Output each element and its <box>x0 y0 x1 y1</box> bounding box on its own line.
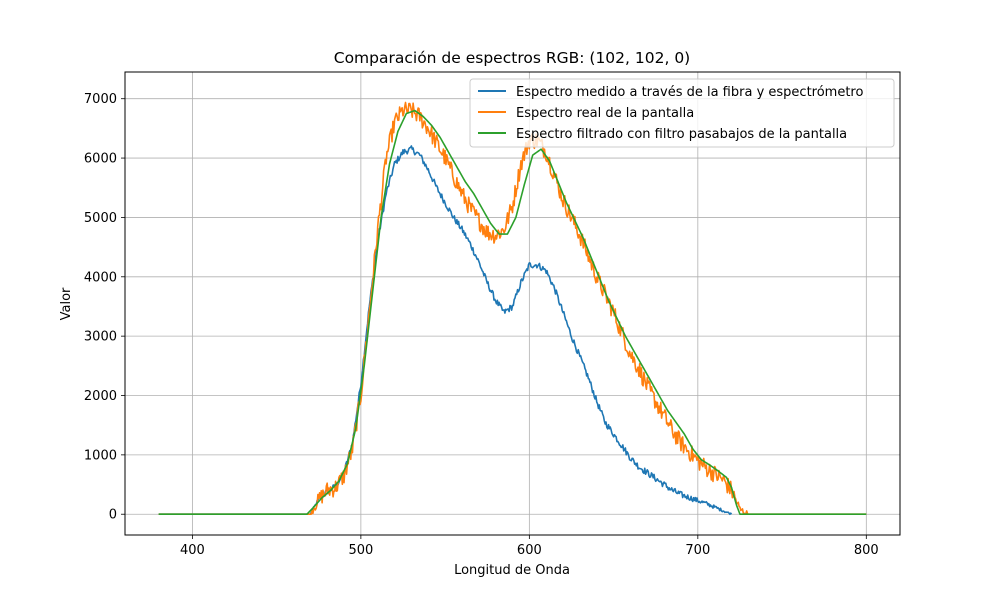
series-lines <box>158 101 867 516</box>
axis-ticks: 400 500 600 700 800 0 1000 2000 3000 4000 5000 6000… <box>84 92 879 558</box>
y-tick-label: 2000 <box>84 389 117 404</box>
y-tick-label: 4000 <box>84 270 117 285</box>
x-axis-label: Longitud de Onda <box>454 563 570 578</box>
y-tick-label: 5000 <box>84 211 117 226</box>
y-tick-label: 0 <box>109 508 117 523</box>
legend: Espectro medido a través de la fibra y e… <box>469 78 895 148</box>
series-measured-line <box>158 145 733 516</box>
y-tick-label: 1000 <box>84 448 117 463</box>
x-tick-label: 700 <box>685 543 710 558</box>
x-tick-label: 400 <box>180 543 205 558</box>
x-tick-label: 600 <box>517 543 542 558</box>
y-tick-label: 7000 <box>84 92 117 107</box>
x-tick-label: 500 <box>348 543 373 558</box>
y-axis-label: Valor <box>59 287 74 320</box>
legend-label-filtered: Espectro filtrado con filtro pasabajos d… <box>516 127 847 142</box>
y-tick-label: 6000 <box>84 152 117 167</box>
legend-label-real: Espectro real de la pantalla <box>516 106 694 121</box>
chart-title: Comparación de espectros RGB: (102, 102,… <box>334 49 690 67</box>
plot-frame <box>124 71 901 536</box>
series-filtered-line <box>158 109 867 516</box>
legend-label-measured: Espectro medido a través de la fibra y e… <box>516 85 863 100</box>
legend-box <box>469 78 895 148</box>
y-tick-label: 3000 <box>84 330 117 345</box>
x-tick-label: 800 <box>854 543 879 558</box>
